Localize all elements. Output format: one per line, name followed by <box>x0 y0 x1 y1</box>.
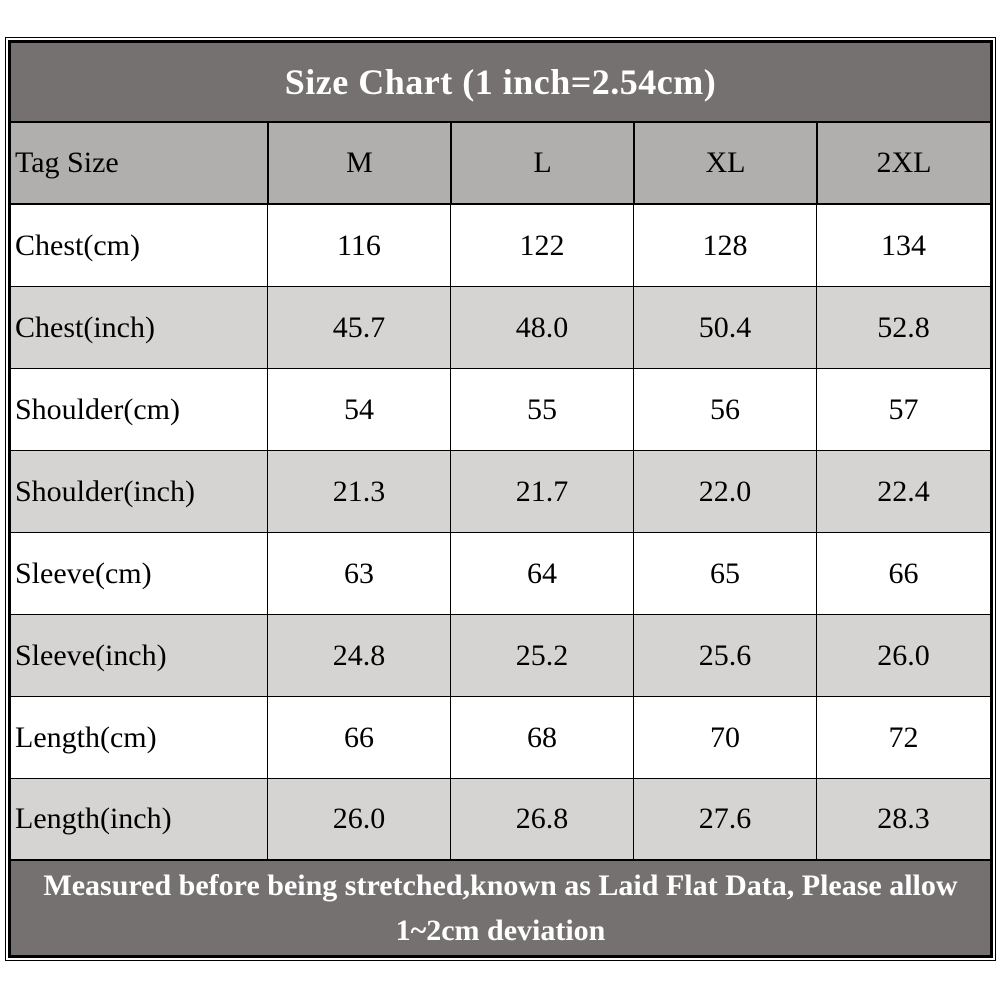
table-cell: 27.6 <box>633 779 816 861</box>
table-footnote: Measured before being stretched,known as… <box>11 861 990 955</box>
table-cell: 28.3 <box>816 779 990 861</box>
table-cell: 68 <box>450 697 633 779</box>
row-label: Sleeve(inch) <box>11 615 267 697</box>
table-cell: 65 <box>633 533 816 615</box>
table-footnote-text: Measured before being stretched,known as… <box>43 869 958 947</box>
size-chart-grid: Tag Size M L XL 2XL Chest(cm) 116 122 12… <box>11 123 990 861</box>
table-cell: 66 <box>816 533 990 615</box>
column-header-2xl: 2XL <box>816 123 990 205</box>
row-label: Length(cm) <box>11 697 267 779</box>
table-cell: 24.8 <box>267 615 450 697</box>
row-label: Shoulder(inch) <box>11 451 267 533</box>
table-cell: 22.0 <box>633 451 816 533</box>
table-cell: 25.6 <box>633 615 816 697</box>
column-header-m: M <box>267 123 450 205</box>
size-chart-table: Size Chart (1 inch=2.54cm) Tag Size M L … <box>8 40 993 958</box>
table-cell: 25.2 <box>450 615 633 697</box>
table-cell: 64 <box>450 533 633 615</box>
table-cell: 116 <box>267 205 450 287</box>
table-cell: 66 <box>267 697 450 779</box>
table-cell: 21.7 <box>450 451 633 533</box>
table-cell: 21.3 <box>267 451 450 533</box>
row-label: Length(inch) <box>11 779 267 861</box>
column-header-tag-size: Tag Size <box>11 123 267 205</box>
table-cell: 52.8 <box>816 287 990 369</box>
row-label: Shoulder(cm) <box>11 369 267 451</box>
table-cell: 72 <box>816 697 990 779</box>
table-cell: 55 <box>450 369 633 451</box>
column-header-xl: XL <box>633 123 816 205</box>
table-title: Size Chart (1 inch=2.54cm) <box>11 43 990 123</box>
table-cell: 122 <box>450 205 633 287</box>
table-cell: 48.0 <box>450 287 633 369</box>
table-cell: 26.0 <box>267 779 450 861</box>
row-label: Chest(inch) <box>11 287 267 369</box>
table-cell: 45.7 <box>267 287 450 369</box>
table-cell: 57 <box>816 369 990 451</box>
table-cell: 70 <box>633 697 816 779</box>
table-title-text: Size Chart (1 inch=2.54cm) <box>284 62 717 102</box>
row-label: Chest(cm) <box>11 205 267 287</box>
table-cell: 63 <box>267 533 450 615</box>
table-cell: 22.4 <box>816 451 990 533</box>
table-cell: 134 <box>816 205 990 287</box>
table-cell: 54 <box>267 369 450 451</box>
table-cell: 128 <box>633 205 816 287</box>
table-cell: 56 <box>633 369 816 451</box>
table-cell: 26.8 <box>450 779 633 861</box>
table-cell: 50.4 <box>633 287 816 369</box>
row-label: Sleeve(cm) <box>11 533 267 615</box>
column-header-l: L <box>450 123 633 205</box>
table-cell: 26.0 <box>816 615 990 697</box>
